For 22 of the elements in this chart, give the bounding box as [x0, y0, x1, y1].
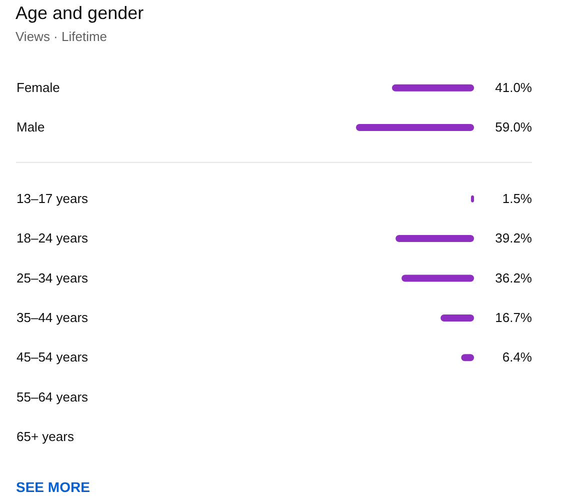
y-tick-label: Female [16, 80, 60, 95]
data-label: 6.4% [502, 350, 532, 365]
y-tick-label: 18–24 years [16, 230, 89, 246]
data-label: 39.2% [495, 230, 532, 246]
y-tick-label: 65+ years [16, 429, 74, 444]
data-label: 59.0% [495, 120, 532, 135]
bar [402, 274, 474, 282]
y-tick-label: 45–54 years [16, 350, 89, 365]
y-tick-label: Male [16, 120, 45, 135]
data-label: 36.2% [495, 270, 532, 286]
y-tick-label: 55–64 years [16, 389, 89, 404]
text: SEE MORE [16, 478, 90, 495]
text: Views · Lifetime [16, 29, 108, 44]
y-tick-label: 13–17 years [16, 190, 89, 206]
data-label: 16.7% [495, 310, 532, 325]
bar [396, 235, 474, 242]
bar [440, 314, 474, 322]
y-tick-label: 25–34 years [16, 270, 89, 286]
data-label: 41.0% [495, 80, 532, 95]
text: Age and gender [16, 3, 144, 23]
data-label: 1.5% [502, 190, 532, 206]
y-tick-label: 35–44 years [16, 310, 89, 325]
